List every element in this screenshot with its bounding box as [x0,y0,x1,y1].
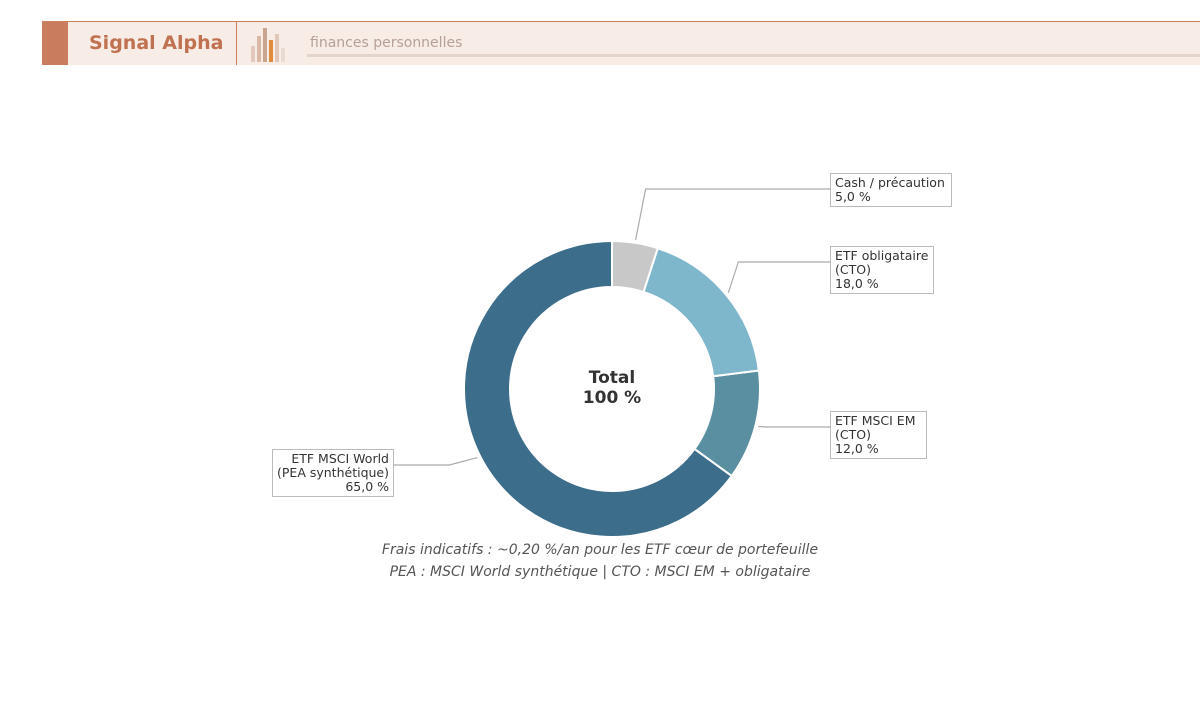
divider [236,22,237,65]
note: PEA : MSCI World synthétique | CTO : MSC… [389,564,811,580]
underline [307,54,1200,57]
logo [251,28,285,62]
note: Frais indicatifs : ~0,20 %/an pour les E… [381,542,819,558]
category-label: Cash / précaution [835,175,945,190]
slice-label: ETF MSCI World (PEA synthétique) 65,0 % [272,449,394,497]
brand-block [42,22,68,65]
leader-line [635,188,830,240]
slice [693,369,761,478]
leader-line [394,456,478,466]
center-title: Total [589,368,635,388]
slice-label: ETF MSCI EM (CTO) 12,0 % [830,411,927,459]
center-value: 100 % [583,388,641,408]
tagline: finances personnelles [310,35,463,51]
slice [463,239,734,538]
brand: Signal Alpha [89,32,224,54]
slice-label: ETF obligataire (CTO) 18,0 % [830,246,934,294]
slice [642,246,760,378]
value-label: 18,0 % [835,276,879,291]
slice [611,239,659,294]
value-label: 12,0 % [835,441,879,456]
leader-line [727,261,830,293]
header: Signal Alpha finances personnelles [42,21,1200,65]
category-label: ETF MSCI EM (CTO) [835,413,916,442]
slice-label: Cash / précaution 5,0 % [830,173,952,207]
value-label: 5,0 % [835,189,871,204]
category-label: ETF MSCI World (PEA synthétique) [277,451,389,480]
category-label: ETF obligataire (CTO) [835,248,929,277]
value-label: 65,0 % [345,479,389,494]
